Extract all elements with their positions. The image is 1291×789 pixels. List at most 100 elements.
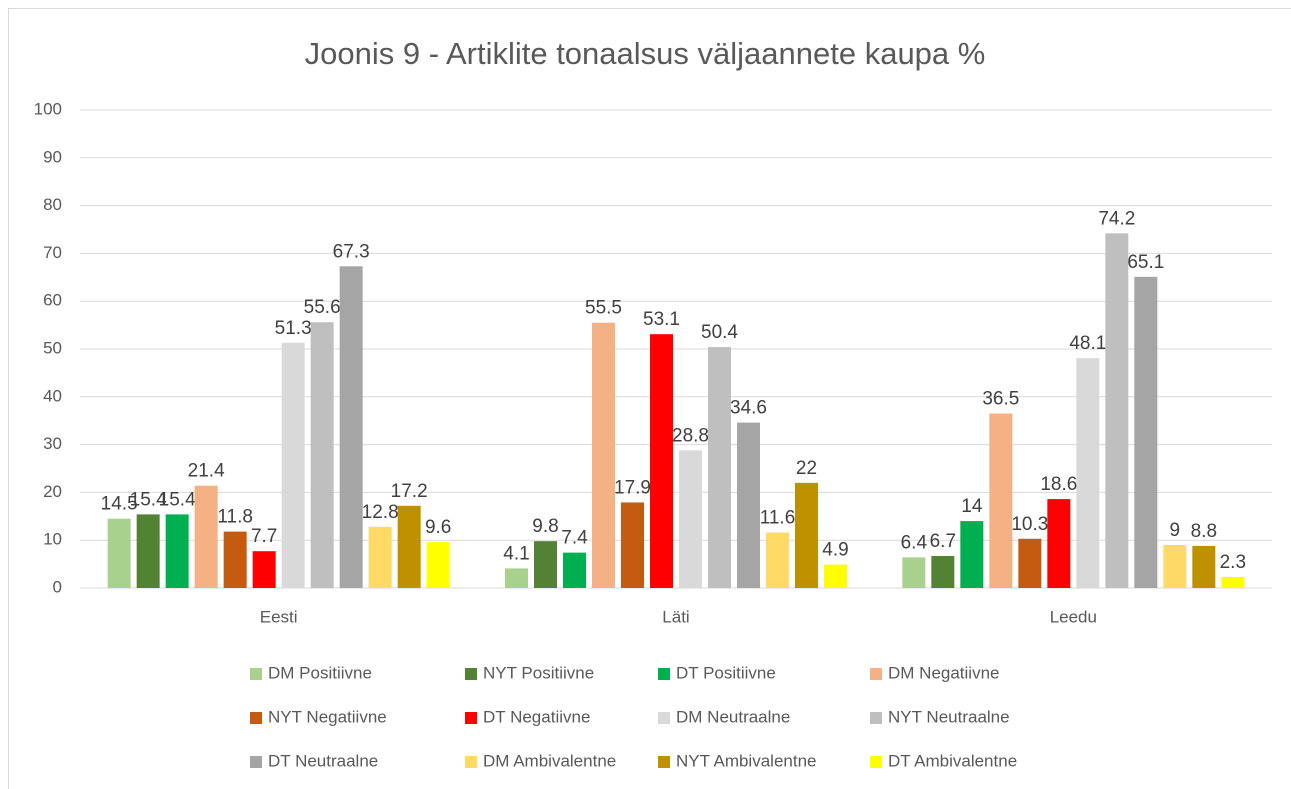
bar: [310, 322, 334, 588]
y-tick-label: 40: [43, 386, 62, 405]
bar: [1018, 538, 1042, 588]
y-tick-label: 90: [43, 147, 62, 166]
y-tick-label: 30: [43, 434, 62, 453]
data-label: 6.4: [901, 532, 928, 553]
data-label: 55.6: [304, 297, 341, 318]
data-label: 9.6: [425, 517, 451, 538]
data-label: 28.8: [672, 425, 709, 446]
data-label: 55.5: [585, 298, 622, 319]
bar: [136, 514, 160, 588]
data-label: 15.4: [159, 489, 196, 510]
legend-label: DT Negatiivne: [483, 707, 590, 726]
y-tick-label: 0: [53, 577, 62, 596]
bar: [426, 542, 450, 588]
legend-swatch: [658, 756, 670, 768]
bar: [563, 552, 586, 588]
legend-swatch: [465, 712, 477, 724]
bar: [252, 551, 276, 588]
legend-label: DT Neutraalne: [268, 751, 378, 770]
legend-label: NYT Ambivalentne: [676, 751, 816, 770]
legend-label: DM Neutraalne: [676, 707, 790, 726]
bar: [902, 557, 926, 588]
bar: [960, 521, 984, 588]
bar: [1221, 577, 1245, 588]
y-tick-label: 70: [43, 243, 62, 262]
data-label: 51.3: [275, 318, 312, 339]
y-tick-label: 60: [43, 291, 62, 310]
data-label: 22: [796, 458, 817, 479]
bar: [737, 422, 760, 588]
data-label: 74.2: [1098, 208, 1135, 229]
bar: [1163, 544, 1187, 588]
data-label: 8.8: [1191, 521, 1217, 542]
bar: [679, 450, 702, 588]
bar: [621, 502, 644, 588]
y-tick-label: 100: [34, 99, 62, 118]
y-tick-label: 80: [43, 195, 62, 214]
data-label: 65.1: [1127, 252, 1164, 273]
data-label: 50.4: [701, 322, 738, 343]
data-label: 34.6: [730, 398, 767, 419]
data-label: 9.8: [532, 516, 558, 537]
legend-swatch: [870, 756, 882, 768]
data-label: 6.7: [930, 531, 956, 552]
bar: [534, 541, 557, 588]
bar: [397, 505, 421, 588]
legend-label: NYT Positiivne: [483, 663, 594, 682]
legend-swatch: [658, 668, 670, 680]
bar: [165, 514, 189, 588]
bar: [795, 482, 818, 588]
data-label: 7.7: [251, 526, 277, 547]
x-tick-label: Eesti: [260, 607, 298, 626]
bar: [1047, 499, 1071, 588]
legend-label: DM Ambivalentne: [483, 751, 616, 770]
data-label: 14: [961, 496, 983, 517]
data-label: 12.8: [362, 502, 399, 523]
chart-title: Joonis 9 - Artiklite tonaalsus väljaanne…: [305, 36, 986, 71]
legend-label: DT Ambivalentne: [888, 751, 1017, 770]
data-label: 48.1: [1069, 333, 1106, 354]
data-label: 4.9: [822, 540, 848, 561]
bar: [650, 334, 673, 588]
data-label: 53.1: [643, 309, 680, 330]
legend-label: DT Positiivne: [676, 663, 776, 682]
bar: [931, 555, 955, 588]
data-label: 18.6: [1040, 474, 1077, 495]
bar: [766, 532, 789, 588]
data-label: 36.5: [982, 389, 1019, 410]
legend-label: DM Positiivne: [268, 663, 372, 682]
legend-swatch: [250, 668, 262, 680]
legend-swatch: [870, 668, 882, 680]
bar: [339, 266, 363, 588]
legend-label: NYT Negatiivne: [268, 707, 387, 726]
data-label: 11.6: [760, 508, 796, 529]
bar: [505, 568, 528, 588]
bar: [368, 526, 392, 588]
legend-swatch: [658, 712, 670, 724]
data-label: 2.3: [1220, 552, 1246, 573]
x-tick-label: Leedu: [1050, 607, 1097, 626]
bar: [989, 413, 1013, 588]
bar: [1105, 233, 1129, 588]
legend-label: NYT Neutraalne: [888, 707, 1010, 726]
data-label: 21.4: [188, 461, 225, 482]
legend-swatch: [465, 668, 477, 680]
bar: [708, 347, 731, 588]
bar: [223, 531, 247, 588]
legend-swatch: [250, 756, 262, 768]
data-label: 7.4: [561, 528, 588, 549]
y-tick-label: 50: [43, 338, 62, 357]
data-label: 14.5: [101, 494, 138, 515]
data-label: 67.3: [333, 241, 370, 262]
y-tick-label: 10: [43, 530, 62, 549]
bar: [107, 518, 131, 588]
y-tick-label: 20: [43, 482, 62, 501]
bar: [281, 342, 305, 588]
bar: [824, 564, 847, 588]
data-label: 4.1: [503, 543, 529, 564]
bar: [1076, 358, 1100, 588]
legend-label: DM Negatiivne: [888, 663, 1000, 682]
bar: [592, 322, 615, 588]
bar: [194, 485, 218, 588]
